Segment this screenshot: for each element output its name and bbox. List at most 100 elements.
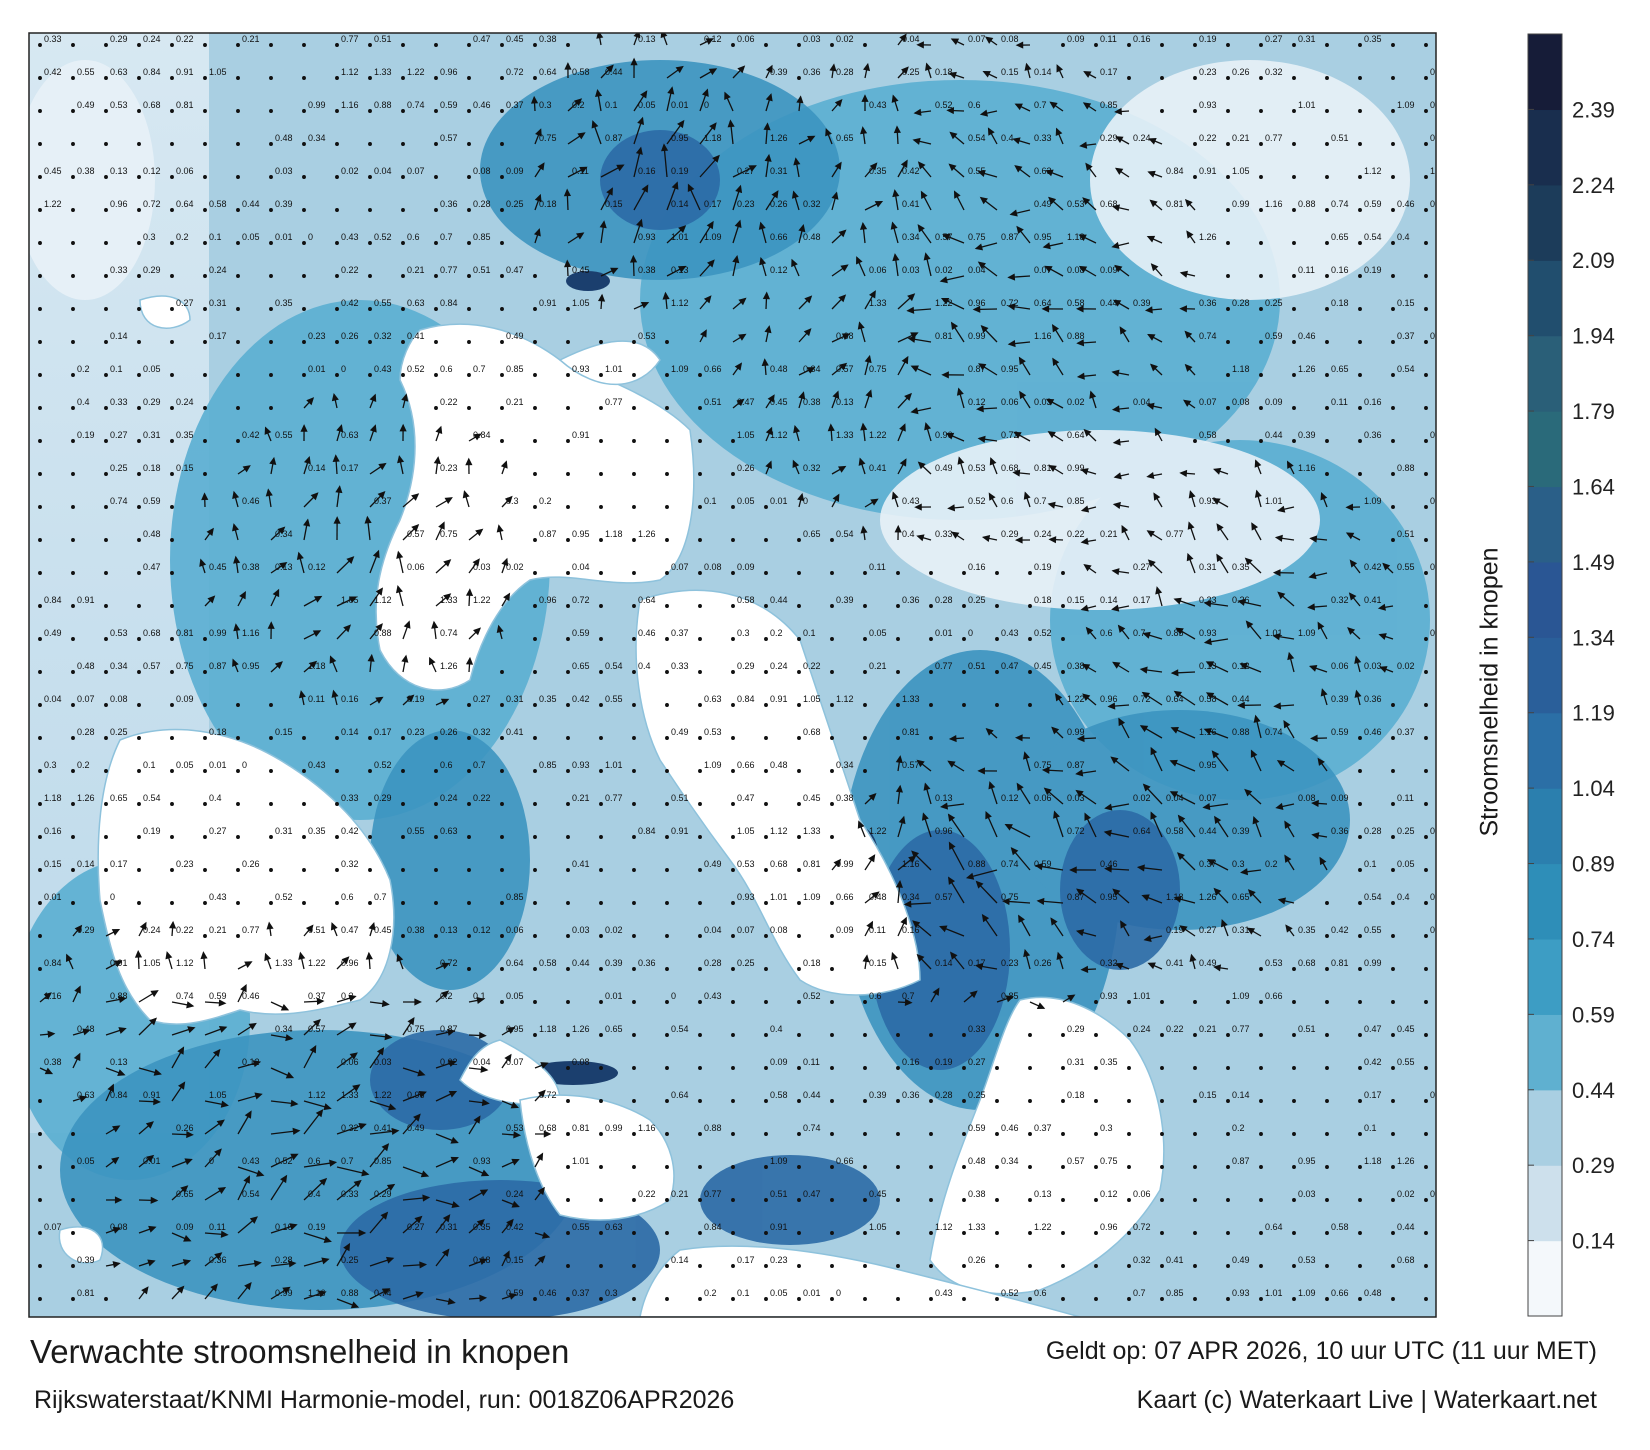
arrow-head [1019,390,1027,400]
arrow-head [829,63,837,72]
speed-label: 0.45 [506,34,524,44]
speed-label: 0.19 [671,166,689,176]
arrow-head [1111,369,1120,377]
calm-dot [533,736,537,740]
arrow-head [661,143,669,152]
speed-label: 0.43 [869,100,887,110]
speed-label: 0.77 [605,397,623,407]
calm-dot [302,802,306,806]
calm-dot [1160,1066,1164,1070]
arrow-head [266,921,274,930]
calm-dot [203,142,207,146]
calm-dot [269,43,273,47]
calm-dot [533,835,537,839]
calm-dot [1259,241,1263,245]
arrow-head [765,426,773,436]
calm-dot [1259,1099,1263,1103]
arrow-head [501,557,509,567]
speed-label: 0.11 [803,1057,820,1067]
calm-dot [731,670,735,674]
calm-dot [1358,340,1362,344]
calm-dot [71,208,75,212]
arrow-head [1142,783,1151,792]
speed-label: 0.12 [968,397,986,407]
arrow-head [667,86,675,95]
calm-dot [566,340,570,344]
calm-dot [1061,604,1065,608]
speed-label: 0.13 [935,793,953,803]
arrow-head [1078,234,1087,242]
speed-label: 0.32 [803,199,821,209]
calm-dot [500,43,504,47]
speed-label: 0.93 [1100,991,1118,1001]
speed-label: 0.26 [1034,958,1052,968]
arrow-head [677,119,685,129]
arrow-head [932,987,940,996]
arrow-head [1007,273,1016,281]
calm-dot [170,901,174,905]
arrow-head [940,297,950,305]
calm-dot [1358,1297,1362,1301]
calm-dot [71,1297,75,1301]
calm-dot [401,241,405,245]
calm-dot [434,76,438,80]
calm-dot [203,472,207,476]
speed-label: 0.77 [440,265,458,275]
calm-dot [1061,1132,1065,1136]
speed-label: 1.01 [770,892,788,902]
colorbar-tick-label: 2.24 [1572,173,1615,198]
arrow-head [274,661,283,669]
speed-label: 0.93 [1232,1288,1250,1298]
arrow-head [1287,651,1295,661]
speed-label: 0.26 [770,199,788,209]
arrow-head [793,157,801,166]
calm-dot [599,1033,603,1037]
arrow-head [1079,141,1088,149]
calm-dot [269,241,273,245]
speed-label: 1.22 [869,826,887,836]
arrow-head [907,335,916,343]
speed-label: 0.03 [902,265,920,275]
calm-dot [434,406,438,410]
arrow-head [706,220,714,230]
calm-dot [1358,76,1362,80]
calm-dot [1292,340,1296,344]
calm-dot [632,934,636,938]
speed-label: 0.88 [374,100,392,110]
calm-dot [236,175,240,179]
arrow-head [834,98,843,108]
calm-dot [1127,43,1131,47]
speed-label: 0.32 [1331,595,1349,605]
arrow-head [480,1065,489,1073]
speed-label: 0.45 [374,925,392,935]
speed-label: 0.68 [143,100,161,110]
speed-label: 0.95 [242,661,260,671]
arrow-head [535,128,542,137]
arrow-head [254,1092,263,1100]
arrow-head [1277,897,1286,905]
speed-label: 0.48 [77,1024,95,1034]
arrow-head [765,93,773,102]
speed-label: 0.47 [506,265,524,275]
calm-dot [368,340,372,344]
calm-dot [797,901,801,905]
speed-label: 0.09 [1331,793,1349,803]
calm-dot [1325,1264,1329,1268]
speed-label: 0.08 [1067,265,1085,275]
arrow-head [1284,820,1292,829]
calm-dot [170,868,174,872]
arrow-head [763,122,771,131]
calm-dot [764,1231,768,1235]
speed-label: 0.18 [473,1255,491,1265]
speed-label: 0.07 [407,166,425,176]
speed-label: 0.75 [440,529,458,539]
arrow-head [1239,662,1248,670]
speed-label: 0.46 [1001,1123,1019,1133]
calm-dot [731,439,735,443]
speed-label: 0.7 [1034,496,1047,506]
speed-label: 0.41 [1166,1255,1184,1265]
calm-dot [830,703,834,707]
speed-label: 0.22 [1199,133,1217,143]
calm-dot [170,769,174,773]
speed-label: 0.24 [770,661,788,671]
